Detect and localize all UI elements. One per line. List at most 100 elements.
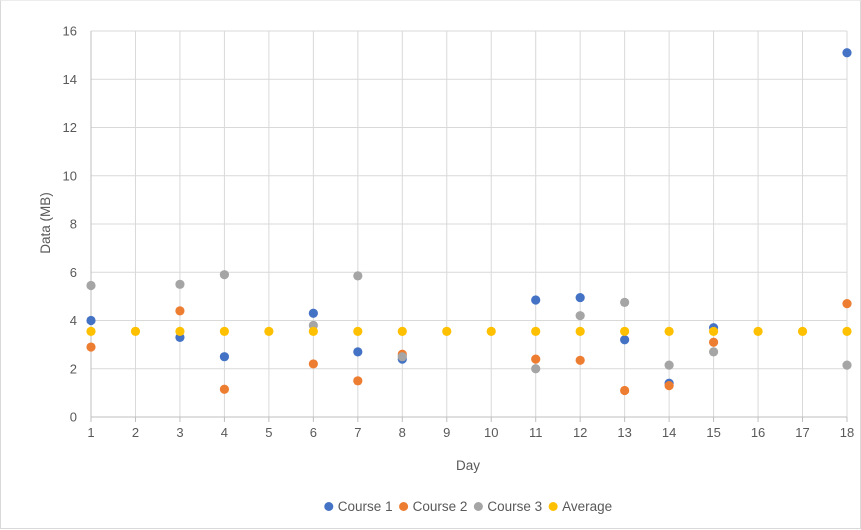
x-tick-label: 17 xyxy=(795,425,809,440)
data-point xyxy=(219,270,230,280)
x-tick-label: 3 xyxy=(176,425,183,440)
x-tick-label: 16 xyxy=(751,425,765,440)
data-point xyxy=(708,326,719,336)
legend-marker xyxy=(324,502,334,511)
legend-label: Course 1 xyxy=(338,499,393,514)
data-point xyxy=(575,355,585,365)
data-point xyxy=(130,326,141,336)
x-tick-label: 8 xyxy=(399,425,406,440)
x-tick-label: 1 xyxy=(87,425,94,440)
data-point xyxy=(308,326,318,336)
data-point xyxy=(175,279,185,289)
data-point xyxy=(664,381,674,391)
data-point xyxy=(353,271,363,281)
y-tick-label: 14 xyxy=(63,72,77,87)
data-point xyxy=(842,299,852,309)
x-axis-title: Day xyxy=(456,458,480,473)
data-point xyxy=(620,335,630,345)
x-tick-label: 5 xyxy=(265,425,272,440)
x-tick-label: 6 xyxy=(310,425,317,440)
legend-marker xyxy=(473,502,483,511)
legend: Course 1 Course 2 Course 3 Average xyxy=(324,499,612,514)
data-point xyxy=(175,326,185,336)
data-point xyxy=(264,326,274,336)
data-point xyxy=(620,385,630,396)
data-point xyxy=(308,308,318,318)
data-point xyxy=(86,315,96,326)
legend-marker xyxy=(548,502,558,511)
y-tick-label: 4 xyxy=(70,313,77,328)
legend-item: Course 3 xyxy=(473,499,542,514)
x-tick-label: 13 xyxy=(617,425,631,440)
x-tick-label: 15 xyxy=(706,425,720,440)
y-tick-label: 2 xyxy=(70,361,77,376)
y-tick-label: 0 xyxy=(70,410,77,425)
legend-marker xyxy=(399,502,409,511)
y-tick-label: 8 xyxy=(70,217,77,232)
data-point xyxy=(86,280,96,291)
data-point xyxy=(486,326,496,336)
x-tick-label: 14 xyxy=(662,425,676,440)
data-point xyxy=(531,364,541,374)
data-point xyxy=(308,359,318,369)
y-tick-label: 12 xyxy=(63,120,77,135)
data-point xyxy=(842,360,852,370)
data-point xyxy=(86,342,96,352)
x-tick-label: 11 xyxy=(529,425,543,440)
legend-item: Average xyxy=(548,499,612,514)
gridlines xyxy=(91,30,848,417)
data-point xyxy=(86,326,96,336)
x-tick-label: 18 xyxy=(840,425,854,440)
data-point xyxy=(575,326,585,336)
series-course-1 xyxy=(86,48,852,388)
series-average xyxy=(86,326,852,336)
data-point xyxy=(175,306,185,316)
data-point xyxy=(575,292,585,303)
axes xyxy=(90,31,848,422)
data-point xyxy=(219,384,230,394)
data-point xyxy=(353,326,363,336)
data-point xyxy=(708,337,719,347)
legend-label: Average xyxy=(562,499,612,514)
series-course-2 xyxy=(86,299,852,396)
data-point xyxy=(575,311,585,321)
data-point xyxy=(531,295,541,305)
data-point xyxy=(353,347,363,357)
x-tick-label: 12 xyxy=(573,425,587,440)
data-point xyxy=(842,48,852,58)
x-tick-label: 7 xyxy=(354,425,361,440)
x-tick-label: 10 xyxy=(484,425,498,440)
data-point xyxy=(397,326,407,336)
y-tick-label: 10 xyxy=(63,168,77,183)
data-point xyxy=(708,347,719,357)
x-tick-label: 9 xyxy=(443,425,450,440)
data-point xyxy=(620,297,630,308)
data-point xyxy=(353,376,363,386)
x-tick-label: 4 xyxy=(221,425,228,440)
data-points xyxy=(86,48,852,396)
data-point xyxy=(620,326,630,336)
x-tick-label: 2 xyxy=(132,425,139,440)
data-point xyxy=(797,326,808,336)
data-point xyxy=(664,326,674,336)
legend-label: Course 2 xyxy=(413,499,468,514)
data-point xyxy=(531,326,541,336)
data-point xyxy=(842,326,852,336)
x-axis-tick-labels: 1 2 3 4 5 6 7 8 9 10 11 12 13 14 15 16 17 18 xyxy=(87,425,854,440)
legend-label: Course 3 xyxy=(487,499,542,514)
y-axis-title: Data (MB) xyxy=(38,192,53,254)
series-course-3 xyxy=(86,270,852,374)
data-point xyxy=(219,352,230,362)
y-axis-tick-labels: 0 2 4 6 8 10 12 14 16 xyxy=(63,24,77,425)
data-point xyxy=(531,354,541,364)
data-point xyxy=(753,326,763,336)
data-point xyxy=(442,326,452,336)
legend-item: Course 2 xyxy=(399,499,467,514)
data-point xyxy=(219,326,230,336)
y-tick-label: 6 xyxy=(70,265,77,280)
data-point xyxy=(664,360,674,370)
y-tick-label: 16 xyxy=(63,24,77,39)
legend-item: Course 1 xyxy=(324,499,393,514)
